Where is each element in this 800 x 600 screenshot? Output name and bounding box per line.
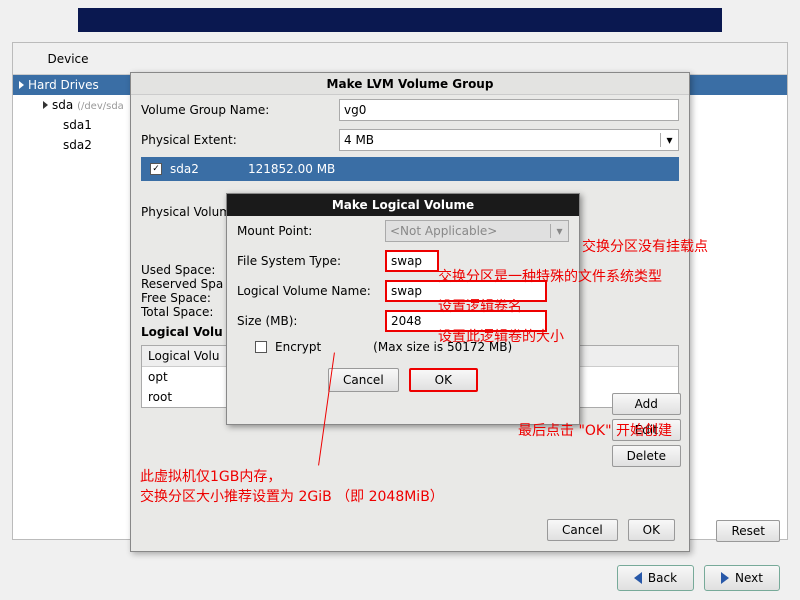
encrypt-label: Encrypt [275,340,321,354]
back-button[interactable]: Back [617,565,694,591]
header-bar [78,8,722,32]
dialog-vg-title: Make LVM Volume Group [131,73,689,95]
size-label: Size (MB): [237,314,377,328]
annotation-ok: 最后点击 "OK" 开始创建 [518,420,672,440]
dialog-make-lv: Make Logical Volume Mount Point: <Not Ap… [226,193,580,425]
disk-sda2-row[interactable]: ✓ sda2 121852.00 MB [141,157,679,181]
mount-point-combo[interactable]: <Not Applicable>▾ [385,220,569,242]
footer-nav: Back Next [0,556,800,600]
disk-checkbox[interactable]: ✓ [150,163,162,175]
annotation-mount: 交换分区没有挂载点 [582,236,708,256]
annotation-fs: 交换分区是一种特殊的文件系统类型 [438,266,662,286]
annotation-size: 设置此逻辑卷的大小 [438,326,564,346]
vg-name-label: Volume Group Name: [141,103,331,117]
reserved-space-label: Reserved Spa [141,277,223,291]
annotation-lvname: 设置逻辑卷名 [438,296,522,316]
chevron-down-icon: ▾ [660,133,678,147]
mount-point-label: Mount Point: [237,224,377,238]
free-space-label: Free Space: [141,291,211,305]
add-button[interactable]: Add [612,393,681,415]
fs-type-combo[interactable]: swap [385,250,439,272]
delete-button[interactable]: Delete [612,445,681,467]
pe-label: Physical Extent: [141,133,331,147]
fs-type-label: File System Type: [237,254,377,268]
reset-button[interactable]: Reset [716,520,780,542]
used-space-label: Used Space: [141,263,215,277]
device-column-header: Device [13,52,123,66]
annotation-memory-1: 此虚拟机仅1GB内存， [140,466,281,486]
lv-section-label: Logical Volu [141,325,223,339]
lv-name-label: Logical Volume Name: [237,284,377,298]
next-button[interactable]: Next [704,565,780,591]
vg-cancel-button[interactable]: Cancel [547,519,618,541]
lv-ok-button[interactable]: OK [409,368,478,392]
arrow-left-icon [634,572,642,584]
lv-cancel-button[interactable]: Cancel [328,368,399,392]
vg-name-input[interactable] [339,99,679,121]
pv-label: Physical Volum [141,205,231,219]
dialog-lv-title: Make Logical Volume [227,194,579,216]
total-space-label: Total Space: [141,305,213,319]
vg-ok-button[interactable]: OK [628,519,675,541]
chevron-down-icon: ▾ [550,224,568,238]
annotation-memory-2: 交换分区大小推荐设置为 2GiB （即 2048MiB） [140,486,444,506]
pe-combo[interactable]: 4 MB▾ [339,129,679,151]
arrow-right-icon [721,572,729,584]
encrypt-checkbox[interactable] [255,341,267,353]
